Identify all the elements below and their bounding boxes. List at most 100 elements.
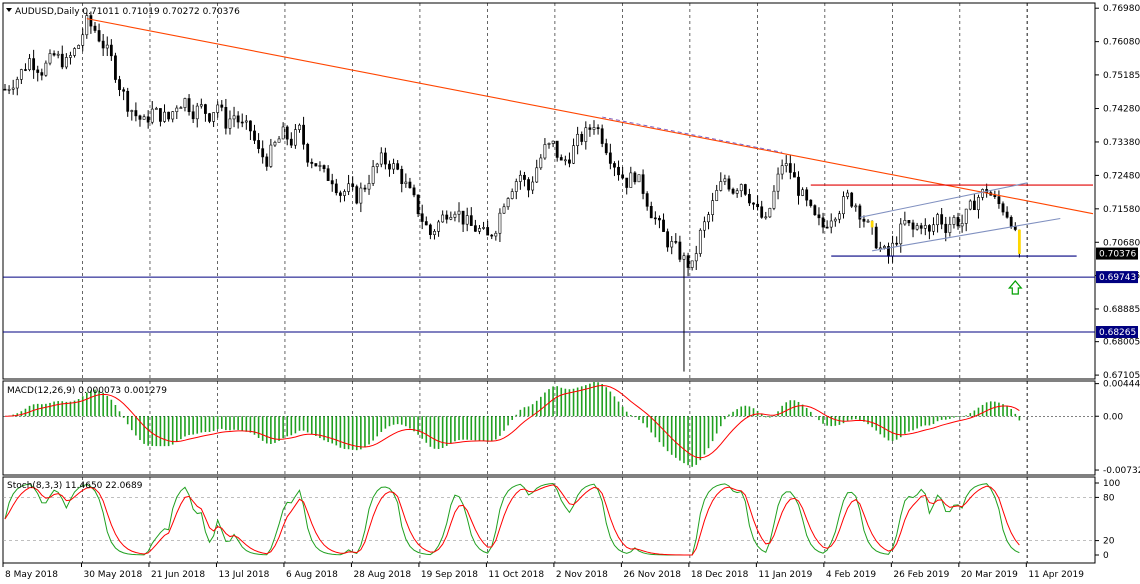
candle-body xyxy=(572,145,575,164)
candle-body xyxy=(981,189,984,198)
candle-body xyxy=(265,156,269,167)
candle-body xyxy=(453,213,457,218)
candle-body xyxy=(126,90,130,112)
candle-body xyxy=(956,217,960,227)
candle-body xyxy=(735,190,739,194)
candle-body xyxy=(760,206,764,218)
candle-body xyxy=(756,203,760,208)
candle-body xyxy=(932,224,935,232)
stoch-tick-label: 20 xyxy=(1103,537,1115,547)
candle-body xyxy=(752,202,755,205)
candle-body xyxy=(412,187,416,196)
candle-body xyxy=(101,40,105,49)
candle-body xyxy=(580,133,584,142)
time-axis: 8 May 2018 30 May 2018 21 Jun 2018 13 Jul 2… xyxy=(2,563,1084,580)
price-tick-label: 0.73380 xyxy=(1103,138,1140,148)
candle-body xyxy=(784,163,788,166)
stoch-panel xyxy=(2,476,1096,564)
candle-body xyxy=(825,226,829,229)
candle-body xyxy=(400,168,404,184)
candle-body xyxy=(490,234,494,237)
candle-body xyxy=(543,144,547,159)
candle-body xyxy=(150,108,154,123)
candle-body xyxy=(322,165,326,170)
dropdown-triangle-icon[interactable] xyxy=(6,8,12,12)
candle-body xyxy=(649,206,653,219)
candle-body xyxy=(326,168,330,181)
candle-body xyxy=(743,184,747,195)
candle-body xyxy=(212,112,216,122)
candle-body xyxy=(77,45,81,49)
candle-body xyxy=(653,217,657,220)
candle-body xyxy=(899,223,903,245)
candle-body xyxy=(936,214,939,226)
time-tick-label: 26 Nov 2018 xyxy=(623,570,681,580)
candle-body xyxy=(52,53,56,56)
time-tick-label: 11 Apr 2019 xyxy=(1028,570,1084,580)
candle-body xyxy=(797,176,800,196)
candle-body xyxy=(310,161,314,164)
candle-body xyxy=(584,127,588,142)
candle-body xyxy=(739,184,743,192)
candle-body xyxy=(461,210,465,225)
candle-body xyxy=(118,79,121,91)
candle-body xyxy=(64,57,68,68)
candle-body xyxy=(531,181,535,191)
candle-body xyxy=(318,165,322,167)
candle-body xyxy=(109,44,113,57)
candle-body xyxy=(719,181,723,191)
candle-body xyxy=(277,138,281,143)
price-level-badge xyxy=(1096,271,1138,284)
candle-body xyxy=(408,181,412,189)
candle-body xyxy=(351,183,355,187)
candle-body xyxy=(662,219,665,232)
candle-body xyxy=(923,225,927,229)
candle-body xyxy=(15,79,19,89)
candle-body xyxy=(895,242,899,245)
trendline-channel-upper xyxy=(859,182,1028,218)
candle-body xyxy=(28,58,31,70)
stoch-tick-label: 100 xyxy=(1103,479,1120,489)
candle-body xyxy=(960,223,964,227)
candle-body xyxy=(220,104,224,108)
candle-body xyxy=(833,218,837,222)
candle-body xyxy=(482,227,485,229)
candle-body xyxy=(396,163,400,170)
candle-body xyxy=(927,225,931,232)
candle-body xyxy=(731,188,735,194)
candle-body xyxy=(383,152,387,165)
candle-body xyxy=(32,58,36,71)
candle-body xyxy=(858,205,862,220)
macd-tick-label: 0.00 xyxy=(1103,412,1123,422)
macd-label: MACD(12,26,9) 0.000073 0.001279 xyxy=(7,386,167,396)
candle-body xyxy=(363,187,367,190)
candle-body xyxy=(821,217,825,228)
candle-body xyxy=(608,152,612,164)
candle-body xyxy=(813,205,817,216)
candle-body xyxy=(433,231,436,235)
candle-body xyxy=(1001,203,1005,213)
candle-body xyxy=(502,206,506,214)
candle-body xyxy=(175,107,179,112)
candle-body xyxy=(596,127,600,130)
candle-body xyxy=(379,152,383,165)
candle-body xyxy=(842,196,845,215)
time-tick-label: 20 Mar 2019 xyxy=(961,570,1018,580)
price-level-label: 0.70376 xyxy=(1099,250,1136,260)
candle-body xyxy=(330,180,334,185)
price-panel xyxy=(2,2,1096,380)
candle-body xyxy=(228,118,232,129)
candles xyxy=(3,11,1021,372)
candle-body xyxy=(347,183,350,192)
candle-body xyxy=(764,216,768,219)
candle-body xyxy=(846,192,849,197)
candle-body xyxy=(359,187,363,204)
chart-header: AUDUSD,Daily 0.71011 0.71019 0.70272 0.7… xyxy=(15,7,240,17)
price-tick-label: 0.67105 xyxy=(1103,371,1140,381)
candle-body xyxy=(625,177,629,188)
candle-body xyxy=(838,213,841,220)
candle-body xyxy=(780,165,784,175)
candle-body xyxy=(952,217,956,225)
candle-body xyxy=(437,221,440,232)
candle-body xyxy=(903,220,907,225)
